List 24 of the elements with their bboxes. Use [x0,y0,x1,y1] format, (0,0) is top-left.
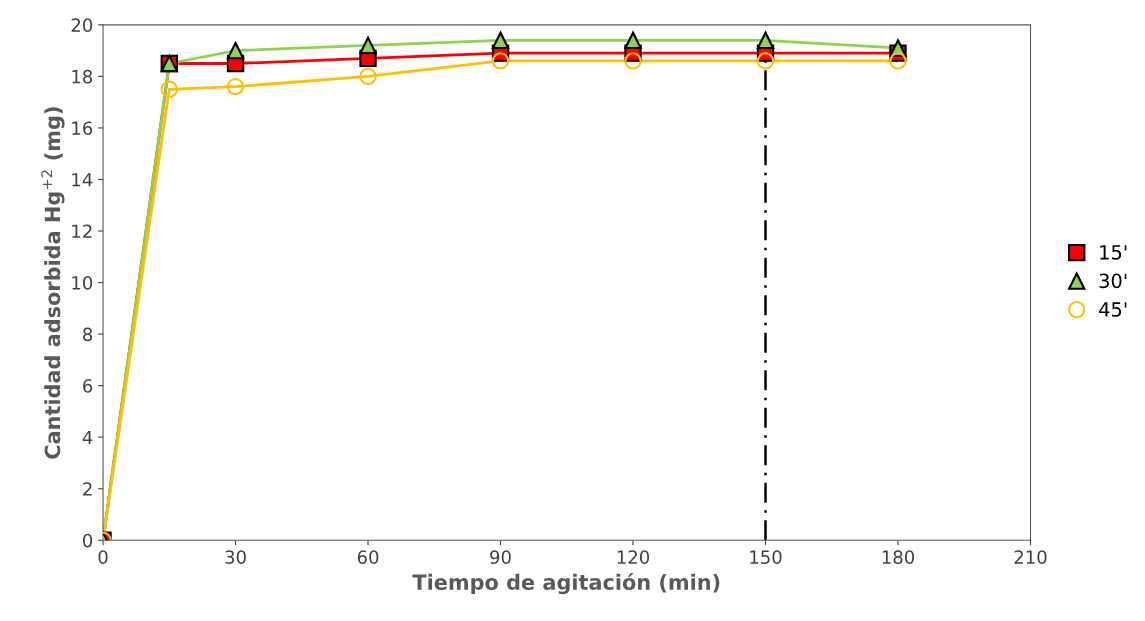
x-tick-label: 210 [1014,550,1047,564]
x-tick-label: 120 [617,550,650,564]
x-tick-label: 30 [225,550,246,564]
x-axis-title: Tiempo de agitación (min) [412,573,720,595]
y-tick-label: 6 [83,379,93,393]
x-tick-label: 0 [98,550,108,564]
y-tick-label: 10 [72,276,93,290]
y-tick-label: 18 [72,69,93,84]
legend-label: 30' [1099,273,1127,289]
x-tick-label: 180 [882,550,915,564]
legend-label: 45' [1099,302,1127,317]
x-tick-label: 60 [357,550,379,564]
y-tick-label: 12 [72,224,92,238]
y-tick-label: 14 [72,173,93,187]
y-tick-label: 8 [83,327,93,342]
y-axis-title: Cantidad adsorbida Hg$^{+2}$ (mg) [41,107,65,459]
y-tick-label: 20 [71,18,93,32]
y-tick-label: 0 [83,533,93,548]
y-tick-label: 2 [83,482,92,496]
x-tick-label: 90 [490,550,511,564]
y-tick-label: 4 [82,430,93,445]
x-tick-label: 150 [750,550,782,564]
y-tick-label: 16 [72,121,93,136]
legend-label: 15' [1100,245,1127,260]
